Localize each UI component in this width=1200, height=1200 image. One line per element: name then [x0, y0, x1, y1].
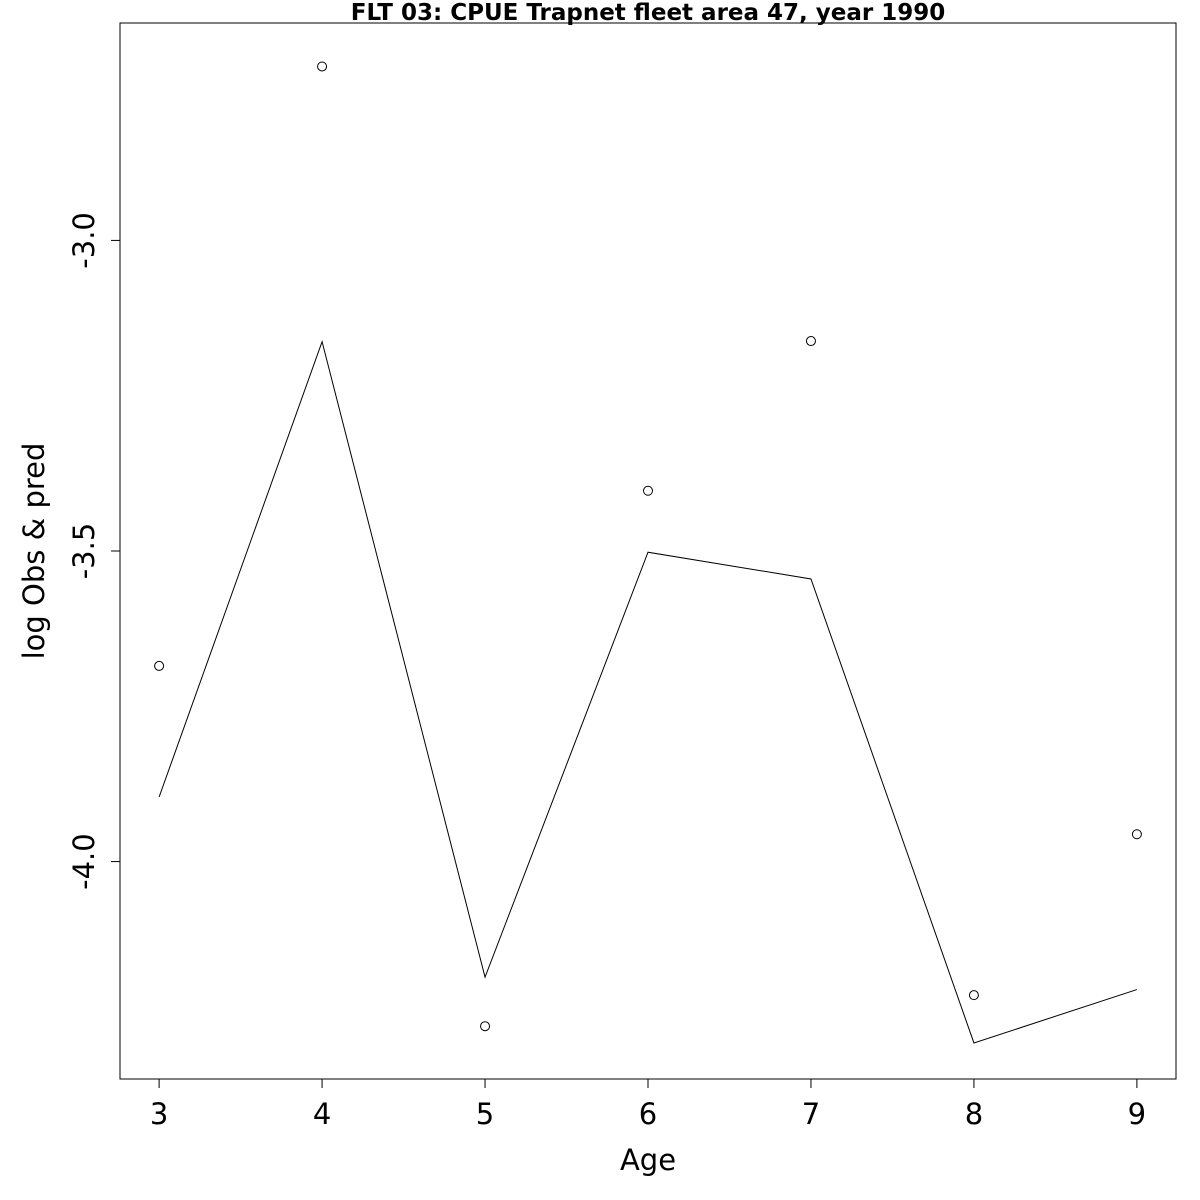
x-tick-label: 4: [313, 1097, 331, 1131]
y-axis: -4.0 -3.5 -3.0: [67, 212, 121, 890]
chart-title: FLT 03: CPUE Trapnet fleet area 47, year…: [351, 0, 946, 26]
y-axis-label: log Obs & pred: [17, 443, 51, 660]
x-tick-label: 7: [802, 1097, 820, 1131]
x-axis-label: Age: [620, 1143, 676, 1177]
y-tick-label: -3.5: [67, 523, 101, 580]
observed-point: [154, 660, 165, 671]
x-tick-label: 5: [476, 1097, 494, 1131]
observed-point: [1131, 829, 1142, 840]
y-tick-label: -3.0: [67, 212, 101, 269]
x-axis: 3 4 5 6 7 8 9: [150, 1078, 1146, 1131]
observed-point: [643, 485, 653, 496]
series-layer: [154, 61, 1142, 1044]
x-tick-label: 8: [965, 1097, 983, 1131]
predicted-line: [158, 339, 1138, 1044]
observed-point: [480, 1021, 491, 1032]
x-tick-label: 3: [150, 1097, 168, 1131]
plot-box: [119, 22, 1177, 1080]
x-tick-label: 6: [639, 1097, 657, 1131]
observed-point: [968, 990, 979, 1001]
observed-point: [805, 336, 816, 347]
x-tick-label: 9: [1128, 1097, 1146, 1131]
observed-point: [317, 61, 328, 72]
y-tick-label: -4.0: [67, 833, 101, 890]
